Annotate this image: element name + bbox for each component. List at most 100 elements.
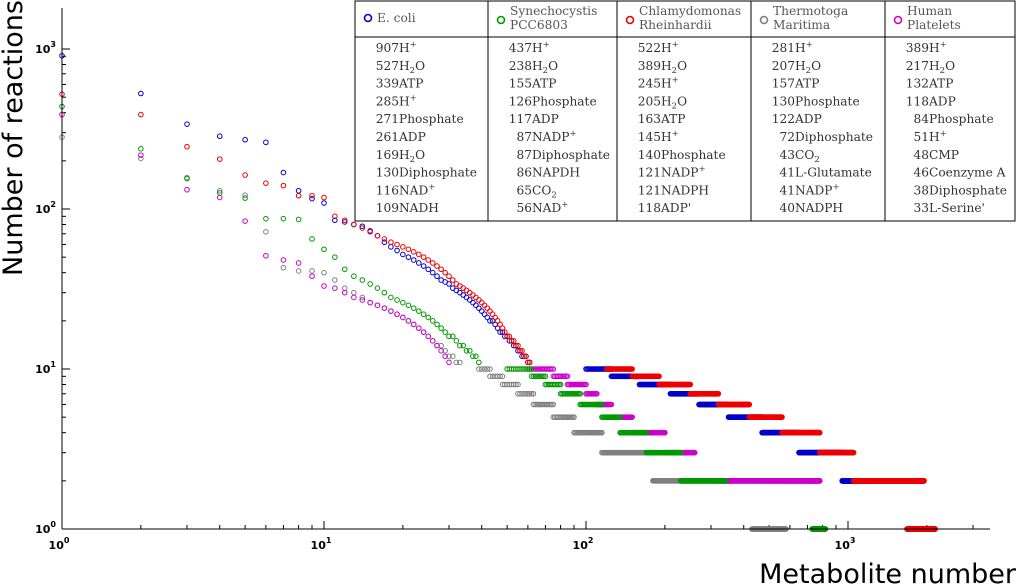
data-point (309, 273, 315, 280)
data-point (351, 289, 357, 296)
data-point (519, 366, 525, 372)
data-point (513, 381, 519, 388)
data-point (481, 302, 488, 309)
data-point (184, 175, 190, 182)
data-point (515, 381, 521, 388)
data-point (484, 366, 491, 372)
data-point (280, 264, 287, 271)
data-point (280, 169, 287, 176)
data-point (487, 318, 493, 324)
data-point (484, 305, 491, 311)
data-point (438, 347, 444, 354)
data-point (481, 311, 488, 318)
data-point (263, 229, 269, 235)
data-point (484, 314, 491, 321)
data-point (517, 347, 523, 354)
data-point (420, 329, 427, 335)
data-point (280, 182, 287, 189)
data-point (359, 297, 366, 303)
data-point (517, 390, 523, 397)
data-point (691, 449, 698, 456)
data-point (446, 353, 452, 360)
data-point (528, 373, 535, 380)
data-point (499, 329, 506, 335)
data-point (473, 302, 479, 309)
data-point (295, 216, 302, 223)
data-point (564, 373, 571, 380)
data-point (374, 302, 381, 309)
data-point (351, 273, 357, 280)
data-point (415, 325, 422, 331)
data-point (629, 366, 635, 372)
data-point (425, 314, 432, 321)
data-point (530, 390, 537, 397)
data-point (528, 366, 535, 372)
data-point (532, 401, 539, 408)
data-point (216, 156, 223, 162)
data-point (321, 246, 327, 253)
data-point (608, 401, 615, 408)
data-point (332, 285, 338, 291)
data-point (473, 353, 479, 360)
data-point (351, 294, 357, 301)
data-point (405, 302, 412, 309)
data-point (242, 218, 248, 224)
data-point (513, 342, 519, 349)
data-point (184, 186, 190, 193)
data-point (242, 172, 248, 178)
data-point (410, 249, 417, 255)
data-point (449, 353, 456, 360)
data-point (420, 254, 427, 260)
data-point (526, 390, 533, 397)
data-point (442, 269, 448, 276)
data-point (539, 373, 545, 380)
data-point (497, 321, 503, 328)
data-point (530, 366, 537, 372)
data-point (466, 347, 473, 354)
data-point (434, 321, 440, 328)
data-point (138, 155, 144, 162)
data-point (487, 366, 493, 372)
data-point (388, 239, 394, 246)
data-point (332, 217, 338, 224)
data-point (295, 192, 302, 199)
data-point (571, 414, 577, 420)
data-point (332, 213, 338, 220)
data-point (476, 359, 482, 366)
data-point (487, 308, 493, 314)
data-point (508, 338, 515, 344)
data-point (332, 277, 338, 283)
data-point (410, 321, 417, 328)
data-point (410, 305, 417, 311)
data-point (138, 111, 144, 118)
data-point (506, 333, 513, 340)
data-point (351, 221, 357, 228)
data-point (446, 359, 452, 366)
data-point (381, 236, 388, 242)
data-point (449, 333, 456, 340)
data-point (341, 266, 348, 273)
data-point (476, 366, 482, 372)
data-point (216, 194, 223, 201)
data-point (617, 414, 623, 420)
data-point (341, 219, 348, 225)
data-point (394, 241, 400, 248)
data-point (519, 390, 525, 397)
data-point (309, 195, 315, 202)
data-point (449, 277, 456, 283)
data-point (280, 215, 287, 222)
data-point (429, 338, 436, 344)
data-point (263, 180, 269, 186)
data-point (594, 390, 600, 397)
data-point (295, 187, 302, 194)
data-point (438, 325, 444, 331)
data-point (400, 314, 406, 321)
data-point (400, 244, 406, 250)
data-point (510, 338, 517, 344)
data-point (530, 401, 537, 408)
data-point (321, 269, 327, 276)
data-point (453, 338, 460, 344)
data-point (599, 429, 605, 436)
data-point (184, 121, 190, 127)
data-point (216, 187, 223, 194)
